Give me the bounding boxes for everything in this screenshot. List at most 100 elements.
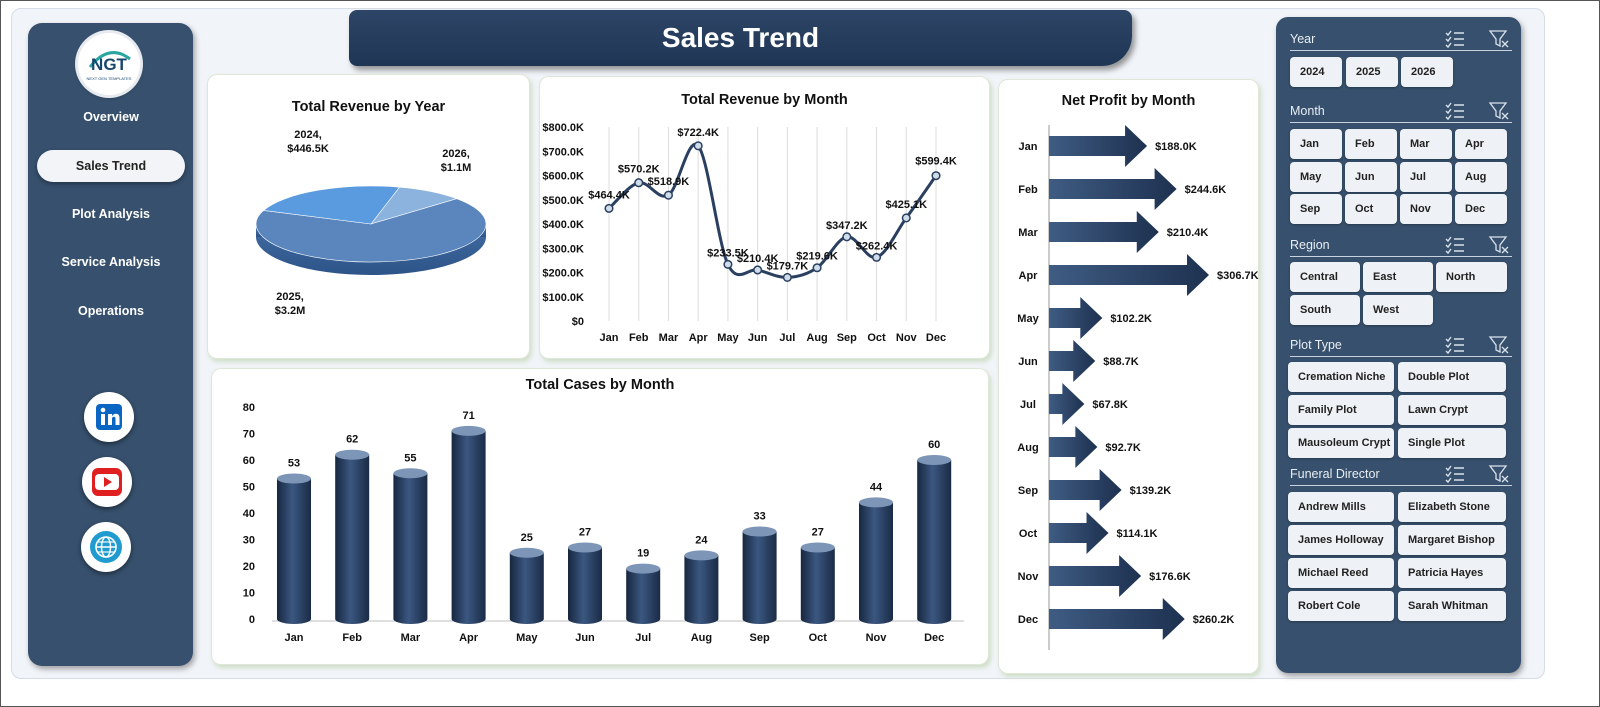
month-chip-jun[interactable]: Jun: [1345, 162, 1397, 192]
plot-type-chip-cremation-niche[interactable]: Cremation Niche: [1288, 362, 1394, 392]
clear-filter-icon[interactable]: [1488, 335, 1510, 355]
director-chip-michael-reed[interactable]: Michael Reed: [1288, 558, 1394, 588]
clear-filter-icon[interactable]: [1488, 29, 1510, 49]
x-tick-label: Jun: [575, 632, 595, 644]
nav-overview[interactable]: Overview: [83, 110, 139, 124]
pie-slice-2025: [255, 198, 487, 263]
director-chip-andrew-mills[interactable]: Andrew Mills: [1288, 492, 1394, 522]
y-tick-label: Jun: [1018, 356, 1038, 368]
youtube-icon[interactable]: [82, 457, 132, 507]
region-chip-east[interactable]: East: [1363, 262, 1433, 292]
y-tick-label: $700.0K: [542, 146, 584, 158]
y-tick-label: $100.0K: [542, 292, 584, 304]
left-sidebar: NGT NEXT GEN TEMPLATES Overview Sales Tr…: [28, 23, 193, 666]
director-chip-james-holloway[interactable]: James Holloway: [1288, 525, 1394, 555]
cases-by-month-title: Total Cases by Month: [525, 377, 675, 393]
y-tick-label: $600.0K: [542, 171, 584, 183]
pie-label-2026: 2026, $1.1M: [441, 148, 472, 174]
director-chip-margaret-bishop[interactable]: Margaret Bishop: [1398, 525, 1506, 555]
director-chip-sarah-whitman[interactable]: Sarah Whitman: [1398, 591, 1506, 621]
plot-type-chip-single-plot[interactable]: Single Plot: [1398, 428, 1506, 458]
profit-value-label: $67.8K: [1092, 399, 1128, 411]
x-tick-label: Sep: [750, 632, 770, 644]
clear-filter-icon[interactable]: [1488, 235, 1510, 255]
nav-plot-analysis[interactable]: Plot Analysis: [71, 207, 151, 221]
x-tick-label: Jan: [600, 332, 619, 344]
nav-sales-trend[interactable]: Sales Trend: [37, 150, 185, 182]
month-chip-feb[interactable]: Feb: [1345, 129, 1397, 159]
clear-filter-icon[interactable]: [1488, 101, 1510, 121]
month-filter-header: Month: [1290, 99, 1512, 123]
bar-body-Dec: [917, 460, 952, 624]
year-chip-2026[interactable]: 2026: [1401, 57, 1453, 87]
region-chip-north[interactable]: North: [1436, 262, 1507, 292]
nav-operations[interactable]: Operations: [78, 304, 144, 318]
year-chip-2025[interactable]: 2025: [1346, 57, 1398, 87]
globe-icon[interactable]: [81, 522, 131, 572]
y-tick-label: 20: [243, 561, 255, 573]
month-chip-aug[interactable]: Aug: [1455, 162, 1507, 192]
plot-type-filter-header: Plot Type: [1290, 333, 1512, 357]
region-filter-header: Region: [1290, 233, 1512, 257]
data-point: [901, 213, 911, 223]
month-chip-sep[interactable]: Sep: [1290, 194, 1342, 224]
data-label: $464.4K: [588, 189, 630, 201]
bar-top-May: [509, 547, 544, 558]
region-chip-central[interactable]: Central: [1290, 262, 1360, 292]
profit-value-label: $114.1K: [1117, 528, 1158, 540]
profit-arrow-Sep: [1049, 469, 1122, 511]
x-tick-label: Jul: [635, 632, 651, 644]
month-chip-mar[interactable]: Mar: [1400, 129, 1452, 159]
multi-select-icon[interactable]: [1444, 335, 1466, 355]
bar-top-Jul: [626, 563, 661, 574]
multi-select-icon[interactable]: [1444, 29, 1466, 49]
year-chip-2024[interactable]: 2024: [1290, 57, 1342, 87]
plot-type-filter-label: Plot Type: [1290, 338, 1342, 352]
x-tick-label: Oct: [809, 632, 828, 644]
x-tick-label: Nov: [866, 632, 888, 644]
bar-body-Feb: [335, 454, 370, 624]
profit-arrow-Apr: [1049, 254, 1209, 296]
plot-type-chip-family-plot[interactable]: Family Plot: [1288, 395, 1394, 425]
region-filter-label: Region: [1290, 238, 1330, 252]
plot-type-chip-double-plot[interactable]: Double Plot: [1398, 362, 1506, 392]
director-chip-patricia-hayes[interactable]: Patricia Hayes: [1398, 558, 1506, 588]
month-chip-oct[interactable]: Oct: [1345, 194, 1397, 224]
y-tick-label: Feb: [1018, 184, 1038, 196]
multi-select-icon[interactable]: [1444, 464, 1466, 484]
region-chip-west[interactable]: West: [1363, 295, 1433, 325]
month-chip-jul[interactable]: Jul: [1400, 162, 1452, 192]
month-chip-dec[interactable]: Dec: [1455, 194, 1507, 224]
x-tick-label: Dec: [926, 332, 946, 344]
month-chip-jan[interactable]: Jan: [1290, 129, 1342, 159]
plot-type-chip-mausoleum-crypt[interactable]: Mausoleum Crypt: [1288, 428, 1394, 458]
clear-filter-icon[interactable]: [1488, 464, 1510, 484]
x-tick-label: Aug: [691, 632, 712, 644]
linkedin-icon[interactable]: [84, 392, 134, 442]
x-tick-label: Sep: [837, 332, 857, 344]
logo-tagline: NEXT GEN TEMPLATES: [87, 76, 132, 81]
month-chip-may[interactable]: May: [1290, 162, 1342, 192]
month-chip-apr[interactable]: Apr: [1455, 129, 1507, 159]
profit-arrow-Jul: [1049, 383, 1085, 425]
y-tick-label: Aug: [1017, 442, 1038, 454]
director-chip-robert-cole[interactable]: Robert Cole: [1288, 591, 1394, 621]
data-label: $233.5K: [707, 247, 749, 259]
director-chip-elizabeth-stone[interactable]: Elizabeth Stone: [1398, 492, 1506, 522]
y-tick-label: 80: [243, 402, 255, 414]
data-point: [782, 272, 792, 282]
multi-select-icon[interactable]: [1444, 235, 1466, 255]
plot-type-chip-lawn-crypt[interactable]: Lawn Crypt: [1398, 395, 1506, 425]
y-tick-label: 10: [243, 588, 255, 600]
y-tick-label: 0: [249, 614, 255, 626]
y-tick-label: 60: [243, 455, 255, 467]
bar-value-label: 44: [870, 481, 883, 493]
region-chip-south[interactable]: South: [1290, 295, 1360, 325]
bar-value-label: 53: [288, 458, 300, 470]
month-chip-nov[interactable]: Nov: [1400, 194, 1452, 224]
multi-select-icon[interactable]: [1444, 101, 1466, 121]
bar-body-Jul: [626, 568, 661, 624]
profit-arrow-May: [1049, 297, 1103, 339]
data-point: [634, 178, 644, 188]
nav-service-analysis[interactable]: Service Analysis: [61, 255, 161, 269]
